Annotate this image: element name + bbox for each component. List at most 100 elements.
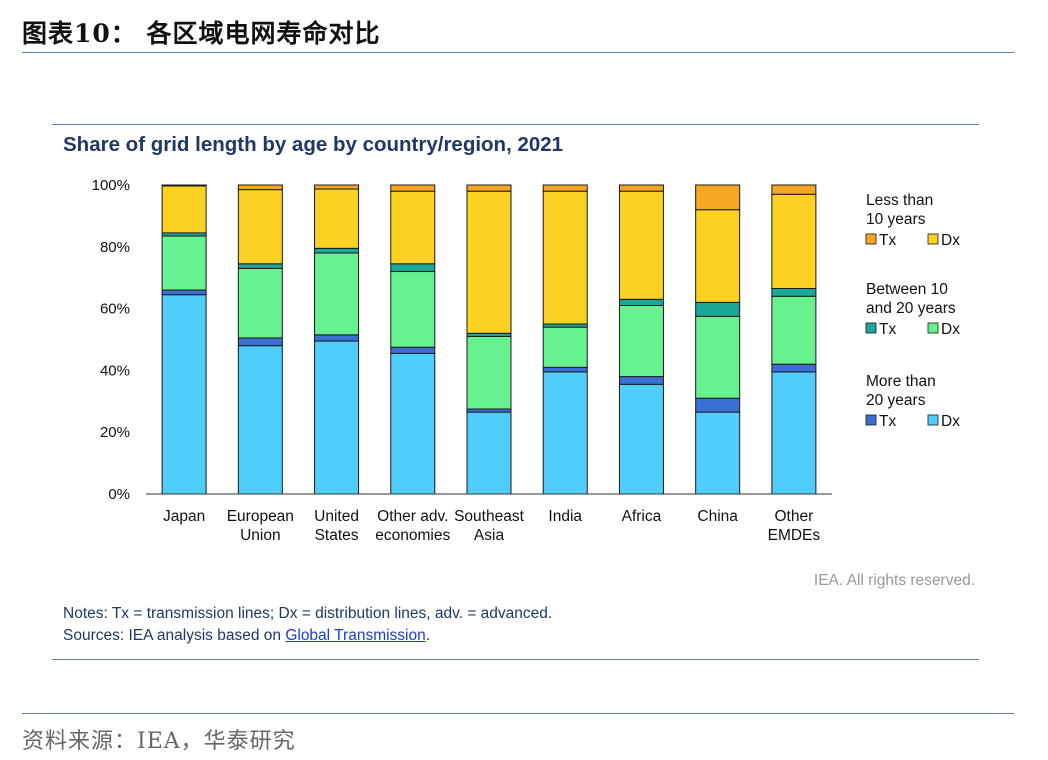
bar-segment-tx-1 xyxy=(390,346,436,354)
figure-header: 图表10： 各区域电网寿命对比 xyxy=(22,19,381,48)
bar-segment-dx-0 xyxy=(618,383,664,495)
bar-segment-tx-3 xyxy=(390,263,436,273)
bar-segment-tx-1 xyxy=(771,363,817,373)
x-tick-label: Africa xyxy=(622,508,662,525)
figure-source: 资料来源：IEA，华泰研究 xyxy=(22,729,296,754)
x-tick-label: United xyxy=(314,508,359,525)
x-tick-label: India xyxy=(548,508,582,525)
bar-segment-tx-1 xyxy=(618,376,664,385)
copyright-text: IEA. All rights reserved. xyxy=(813,572,975,589)
chart-title: Share of grid length by age by country/r… xyxy=(63,133,564,156)
x-tick-label: economies xyxy=(375,527,450,544)
x-tick-label: Southeast xyxy=(454,508,524,525)
legend-group-title: More than xyxy=(866,373,936,390)
legend-label-tx: Tx xyxy=(879,232,896,249)
bar-segment-dx-4 xyxy=(618,190,664,300)
global-transmission-link[interactable]: Global Transmission xyxy=(285,627,426,644)
x-tick-label: Other adv. xyxy=(377,508,448,525)
bar-segment-dx-4 xyxy=(161,185,207,234)
bar-segment-dx-4 xyxy=(237,189,283,265)
legend-swatch-tx xyxy=(865,414,877,426)
legend-swatch-tx xyxy=(865,322,877,334)
bar-segment-dx-2 xyxy=(390,271,436,348)
x-tick-label: China xyxy=(697,508,738,525)
y-tick-label: 20% xyxy=(100,424,130,441)
bar-segment-dx-4 xyxy=(390,190,436,265)
sources-suffix: . xyxy=(425,627,431,644)
bar-segment-tx-1 xyxy=(237,337,283,347)
y-tick-label: 60% xyxy=(100,301,130,318)
x-tick-label: Union xyxy=(240,527,281,544)
x-tick-label: Japan xyxy=(163,508,205,525)
header-rule xyxy=(22,52,1014,53)
bar-segment-tx-5 xyxy=(695,184,741,211)
x-tick-label: Asia xyxy=(474,527,505,544)
bar-segment-tx-5 xyxy=(161,184,207,187)
bar-segment-dx-4 xyxy=(314,188,360,249)
bar-segment-dx-2 xyxy=(618,305,664,378)
bar-segment-dx-2 xyxy=(161,235,207,291)
bar-segment-dx-0 xyxy=(771,371,817,495)
bar-segment-dx-4 xyxy=(771,193,817,290)
bar-segment-tx-1 xyxy=(542,366,588,373)
legend-label-dx: Dx xyxy=(941,413,960,430)
bar-segment-tx-1 xyxy=(314,334,360,342)
legend-label-dx: Dx xyxy=(941,232,960,249)
legend-group-title: 20 years xyxy=(866,392,926,409)
legend-swatch-dx xyxy=(927,414,939,426)
bar-segment-tx-5 xyxy=(466,184,512,192)
legend-group-title: 10 years xyxy=(866,211,926,228)
chart-top-rule xyxy=(52,124,979,125)
bar-segment-dx-4 xyxy=(542,190,588,325)
sources-prefix: Sources: IEA analysis based on xyxy=(63,627,286,644)
chart-sources: Sources: IEA analysis based on Global Tr… xyxy=(63,627,430,645)
legend-group-title: Between 10 xyxy=(866,281,948,298)
bar-segment-dx-0 xyxy=(161,294,207,495)
bar-segment-tx-5 xyxy=(314,184,360,190)
bar-segment-dx-0 xyxy=(390,352,436,495)
legend-label-tx: Tx xyxy=(879,413,896,430)
chart-bottom-rule xyxy=(52,659,979,660)
bar-segment-tx-5 xyxy=(237,184,283,191)
bar-segment-tx-5 xyxy=(542,184,588,192)
y-tick-label: 40% xyxy=(100,362,130,379)
legend-swatch-dx xyxy=(927,322,939,334)
bar-segment-dx-0 xyxy=(237,345,283,495)
bar-segment-tx-3 xyxy=(237,263,283,269)
x-tick-label: Other xyxy=(775,508,814,525)
bar-segment-dx-0 xyxy=(695,411,741,495)
legend-group-title: and 20 years xyxy=(866,300,956,317)
bar-segment-dx-2 xyxy=(542,326,588,368)
bar-segment-dx-0 xyxy=(314,340,360,495)
y-tick-label: 80% xyxy=(100,239,130,256)
bar-segment-dx-2 xyxy=(695,315,741,399)
bar-segment-dx-0 xyxy=(466,411,512,495)
legend-swatch-tx xyxy=(865,233,877,245)
bar-segment-tx-5 xyxy=(771,184,817,195)
legend-group-title: Less than xyxy=(866,192,933,209)
legend-label-dx: Dx xyxy=(941,321,960,338)
bar-segment-tx-3 xyxy=(695,301,741,317)
bar-segment-dx-0 xyxy=(542,371,588,495)
legend-label-tx: Tx xyxy=(879,321,896,338)
bar-segment-tx-3 xyxy=(618,298,664,307)
bar-segment-dx-4 xyxy=(695,209,741,303)
x-tick-label: States xyxy=(315,527,359,544)
y-tick-label: 100% xyxy=(92,177,130,194)
bar-segment-dx-2 xyxy=(237,267,283,339)
bar-segment-tx-1 xyxy=(695,397,741,413)
bar-segment-tx-1 xyxy=(161,289,207,296)
legend-swatch-dx xyxy=(927,233,939,245)
x-tick-label: EMDEs xyxy=(768,527,821,544)
footer-rule xyxy=(22,713,1014,714)
bar-segment-dx-4 xyxy=(466,190,512,334)
bar-segment-tx-5 xyxy=(618,184,664,192)
bar-segment-tx-3 xyxy=(771,288,817,297)
bar-segment-dx-2 xyxy=(771,295,817,365)
bar-segment-tx-5 xyxy=(390,184,436,192)
y-tick-label: 0% xyxy=(108,486,130,503)
chart-notes: Notes: Tx = transmission lines; Dx = dis… xyxy=(63,605,553,622)
bar-segment-dx-2 xyxy=(314,252,360,336)
x-tick-label: European xyxy=(227,508,294,525)
